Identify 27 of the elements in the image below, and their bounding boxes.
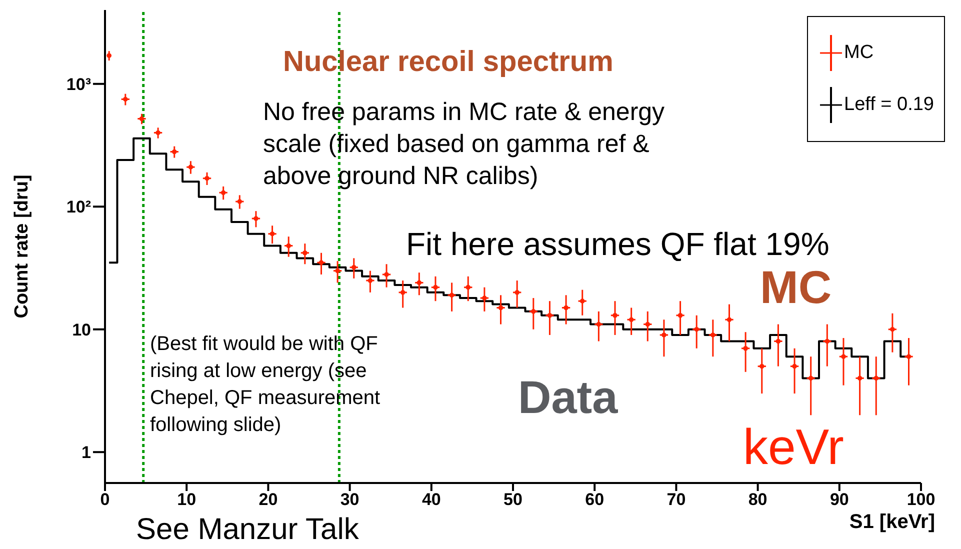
y-tick-label: 1 (82, 443, 91, 462)
annotation: Data (518, 370, 618, 424)
y-tick-label: 10 (72, 320, 91, 340)
x-tick-label: 50 (504, 490, 522, 510)
annotation: keVr (743, 418, 844, 476)
x-tick-label: 80 (748, 490, 768, 510)
text: See Manzur Talk (136, 513, 359, 547)
annotation: (Best fit would be with QF rising at low energy (see Chepel, QF measurement following slide) (150, 332, 380, 438)
annotation: No free params in MC rate & energy scale (fixed based on gamma ref & above ground NR calibs) (263, 97, 665, 192)
x-tick-label: 20 (258, 490, 278, 510)
x-tick-label: 60 (585, 490, 604, 510)
x-tick-label: 70 (666, 490, 686, 510)
annotation: MC (760, 260, 832, 314)
annotation: Fit here assumes QF flat 19% (406, 226, 830, 263)
x-tick-label: 40 (422, 490, 441, 510)
x-tick-label: 100 (906, 490, 936, 510)
legend-label: Leff = 0.19 (844, 94, 934, 116)
text: Nuclear recoil spectrum (283, 46, 614, 79)
x-tick-label: 90 (830, 490, 849, 510)
y-axis-title: Count rate [dru] (12, 174, 33, 318)
x-tick-label: 30 (340, 490, 360, 510)
y-tick-label: 10³ (66, 74, 92, 94)
x-tick-label: 10 (177, 490, 196, 510)
x-tick-label: 0 (100, 490, 110, 510)
y-tick-label: 10² (66, 198, 92, 217)
x-axis-title: S1 [keVr] (849, 511, 935, 534)
legend-label: MC (844, 42, 874, 64)
